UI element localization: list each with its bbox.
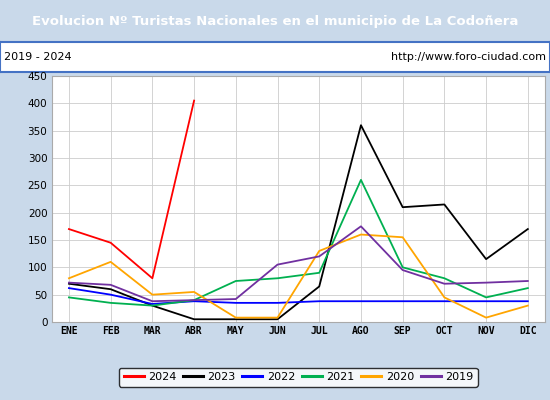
Text: 2019 - 2024: 2019 - 2024 xyxy=(4,52,72,62)
Text: Evolucion Nº Turistas Nacionales en el municipio de La Codoñera: Evolucion Nº Turistas Nacionales en el m… xyxy=(32,14,518,28)
Text: http://www.foro-ciudad.com: http://www.foro-ciudad.com xyxy=(390,52,546,62)
Legend: 2024, 2023, 2022, 2021, 2020, 2019: 2024, 2023, 2022, 2021, 2020, 2019 xyxy=(119,368,478,386)
